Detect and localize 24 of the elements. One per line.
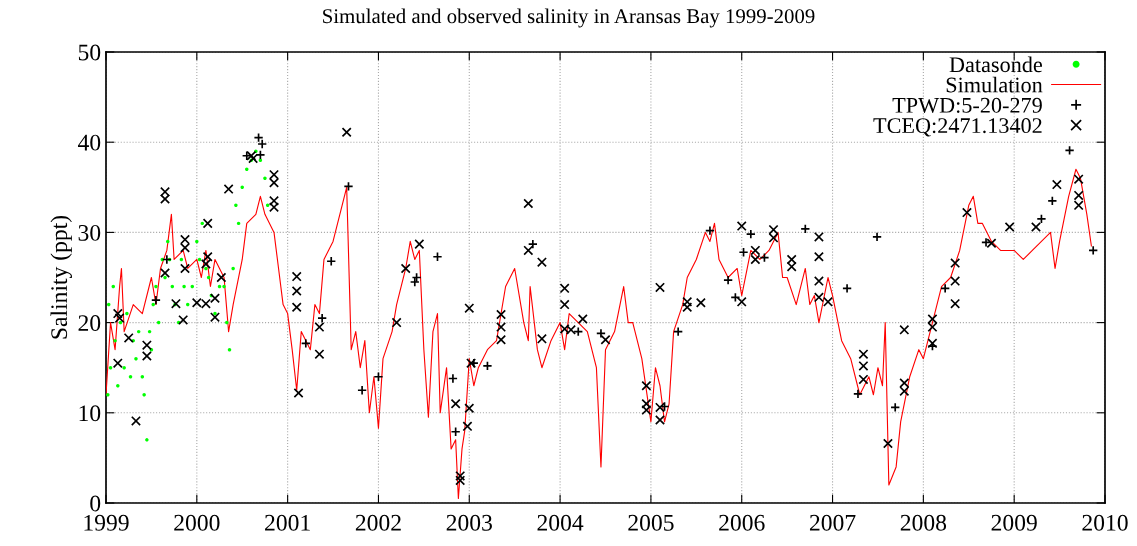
- legend-label: Simulation: [946, 76, 1043, 93]
- y-tick-label: 30: [78, 224, 101, 241]
- y-tick-label: 20: [78, 315, 101, 332]
- chart-title: Simulated and observed salinity in Aransas Bay 1999-2009: [323, 8, 815, 28]
- x-tick-label: 2000: [174, 514, 220, 531]
- x-tick-label: 2004: [537, 514, 584, 531]
- x-tick-label: 2001: [265, 514, 310, 531]
- legend-label: Datasonde: [949, 56, 1042, 73]
- x-tick-label: 1999: [84, 514, 129, 531]
- x-tick-label: 2007: [809, 514, 856, 531]
- x-tick-label: 2009: [991, 514, 1037, 531]
- y-tick-label: 10: [79, 405, 101, 422]
- x-tick-label: 2006: [719, 514, 765, 531]
- y-axis-title: Salinity (ppt): [50, 215, 72, 339]
- x-tick-label: 2010: [1082, 514, 1128, 531]
- x-tick-label: 2005: [628, 514, 674, 531]
- legend-label: TPWD:5-20-279: [892, 97, 1042, 113]
- legend-label: TCEQ:2471.13402: [873, 118, 1042, 137]
- y-tick-label: 0: [90, 495, 101, 512]
- x-tick-label: 2008: [900, 514, 947, 531]
- x-tick-label: 2002: [355, 514, 401, 531]
- y-tick-label: 40: [77, 134, 101, 151]
- y-tick-label: 50: [78, 44, 101, 61]
- x-tick-label: 2003: [446, 514, 492, 531]
